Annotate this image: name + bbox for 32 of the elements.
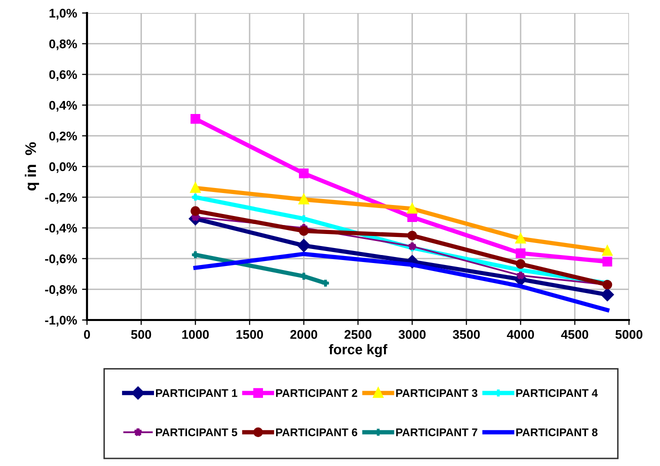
legend-label: PARTICIPANT 7: [396, 428, 478, 436]
x-tick-label: 0: [84, 330, 90, 339]
y-tick-label: 0,6%: [49, 70, 77, 81]
x-tick-label: 2000: [290, 330, 318, 339]
y-tick-label: -0,8%: [45, 285, 77, 296]
legend-label: PARTICIPANT 2: [276, 389, 358, 397]
y-tick-label: 0,4%: [49, 100, 77, 112]
x-tick-label: 3000: [398, 330, 426, 339]
x-tick-label: 2500: [344, 330, 372, 339]
x-tick-label: 1500: [236, 330, 263, 339]
x-tick-label: 1000: [182, 330, 209, 339]
x-tick-label: 3500: [452, 330, 480, 339]
y-axis-title: q in %: [24, 142, 40, 190]
y-tick-label: 0,2%: [49, 132, 77, 142]
legend-label: PARTICIPANT 5: [156, 428, 238, 436]
y-tick-label: -1,0%: [45, 316, 77, 326]
x-tick-label: 5000: [615, 330, 642, 339]
x-tick-label: 4000: [506, 330, 534, 339]
legend-label: PARTICIPANT 3: [396, 389, 478, 398]
legend-label: PARTICIPANT 6: [276, 428, 358, 436]
y-tick-label: -0,4%: [45, 224, 77, 234]
y-tick-label: 1,0%: [50, 8, 77, 20]
y-tick-label: 0,0%: [49, 162, 77, 173]
x-axis-title: force kgf: [328, 344, 388, 358]
legend-label: PARTICIPANT 1: [156, 389, 238, 397]
y-tick-label: -0,2%: [45, 193, 77, 204]
y-tick-label: 0,8%: [49, 40, 77, 50]
legend-label: PARTICIPANT 8: [516, 428, 598, 436]
y-tick-label: -0,6%: [45, 254, 77, 266]
legend-label: PARTICIPANT 4: [516, 389, 598, 397]
x-tick-label: 4500: [561, 330, 588, 339]
x-tick-label: 500: [131, 330, 152, 339]
